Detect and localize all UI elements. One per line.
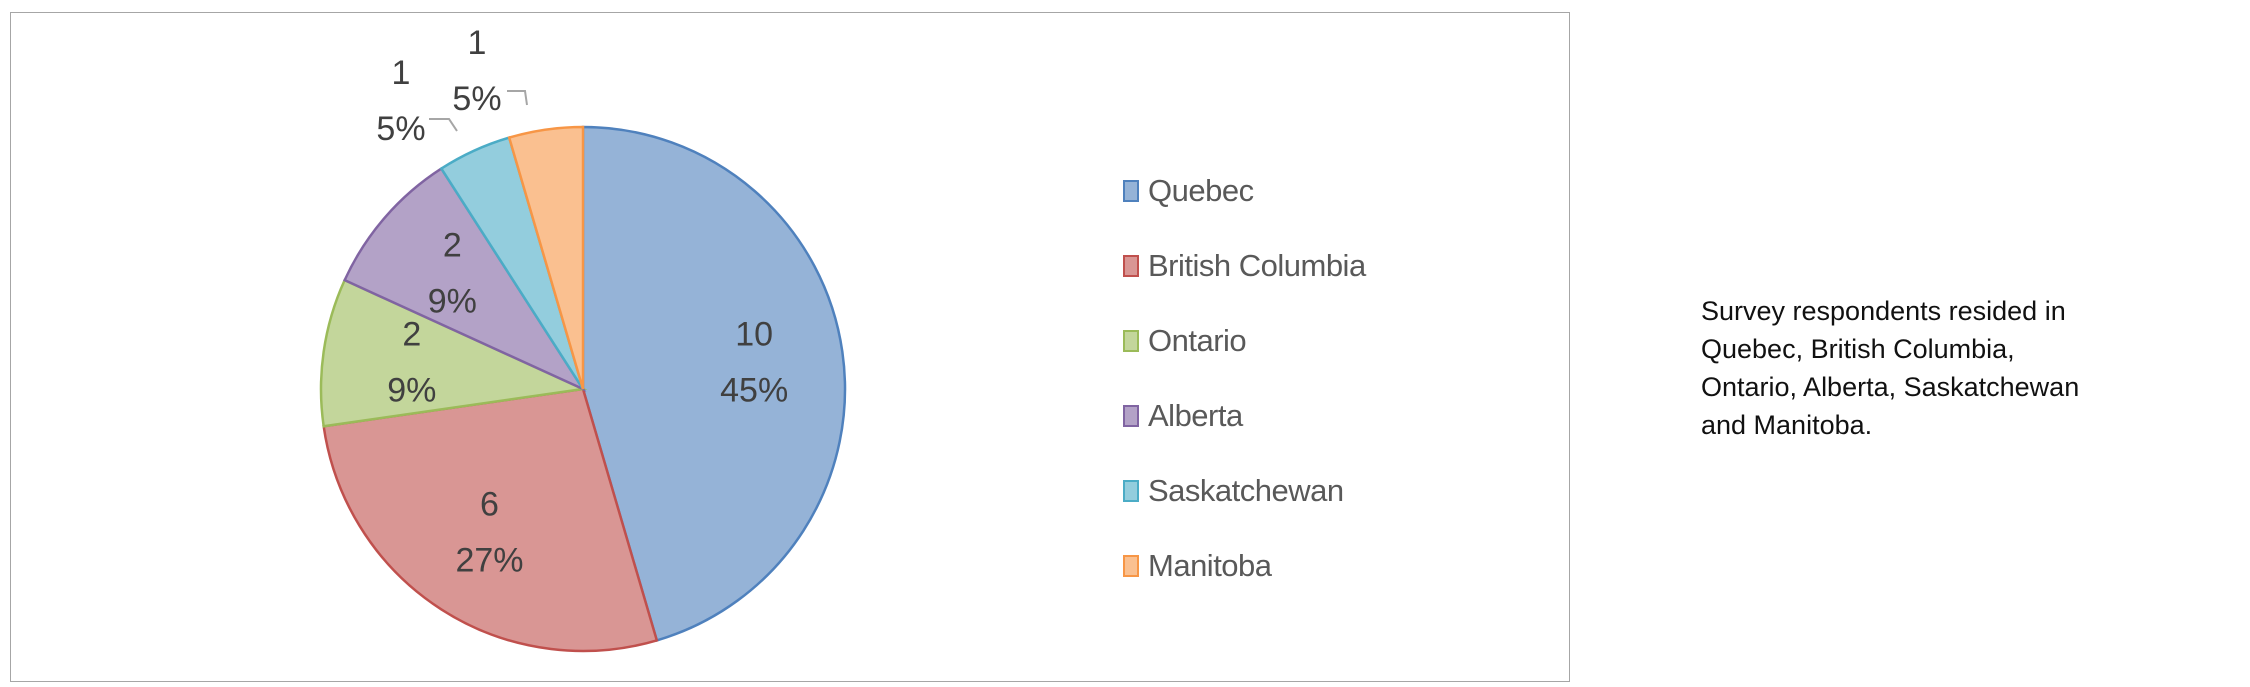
legend: Quebec British Columbia Ontario Alberta … xyxy=(1123,153,1366,603)
pie-slice-british-columbia xyxy=(322,387,659,653)
legend-swatch xyxy=(1123,479,1139,502)
legend-label: Saskatchewan xyxy=(1148,472,1344,508)
legend-label: Alberta xyxy=(1148,397,1243,433)
legend-swatch xyxy=(1123,554,1139,577)
caption-text: Survey respondents resided in Quebec, Br… xyxy=(1701,292,2221,444)
legend-swatch xyxy=(1123,329,1139,352)
pie-slice-quebec xyxy=(581,125,847,642)
caption-line: Ontario, Alberta, Saskatchewan xyxy=(1701,372,2080,402)
data-label-percent: 9% xyxy=(387,371,436,409)
data-label-percent: 5% xyxy=(452,80,501,118)
data-label-value: 2 xyxy=(402,315,421,353)
legend-item-alberta: Alberta xyxy=(1123,378,1366,453)
legend-swatch xyxy=(1123,404,1139,427)
data-label-value: 1 xyxy=(468,24,487,62)
legend-label: Manitoba xyxy=(1148,547,1272,583)
caption-line: Survey respondents resided in xyxy=(1701,296,2066,326)
pie-slice-ontario xyxy=(319,278,588,428)
legend-label: Quebec xyxy=(1148,172,1254,208)
legend-swatch xyxy=(1123,254,1139,277)
legend-item-ontario: Ontario xyxy=(1123,303,1366,378)
pie-slice-manitoba xyxy=(507,125,585,390)
legend-item-quebec: Quebec xyxy=(1123,153,1366,228)
legend-item-saskatchewan: Saskatchewan xyxy=(1123,453,1366,528)
legend-item-british-columbia: British Columbia xyxy=(1123,228,1366,303)
legend-item-manitoba: Manitoba xyxy=(1123,528,1366,603)
data-label-percent: 45% xyxy=(720,371,788,409)
caption-line: Quebec, British Columbia, xyxy=(1701,334,2015,364)
data-label-percent: 5% xyxy=(376,110,425,148)
caption-line: and Manitoba. xyxy=(1701,410,1873,440)
data-label-value: 1 xyxy=(392,54,411,92)
legend-swatch xyxy=(1123,179,1139,202)
legend-label: British Columbia xyxy=(1148,247,1366,283)
data-label-percent: 9% xyxy=(428,283,477,321)
data-label-value: 10 xyxy=(735,315,773,353)
data-label-value: 2 xyxy=(443,227,462,265)
legend-label: Ontario xyxy=(1148,322,1247,358)
leader-line xyxy=(429,118,458,132)
data-label-percent: 27% xyxy=(455,541,523,579)
pie-slice-alberta xyxy=(343,166,587,392)
leader-line xyxy=(507,90,528,106)
chart-frame: 10 45% 6 27% 2 9% 2 9% 1 5% 1 5% Quebec British Col… xyxy=(10,12,1570,682)
data-label-value: 6 xyxy=(480,485,499,523)
